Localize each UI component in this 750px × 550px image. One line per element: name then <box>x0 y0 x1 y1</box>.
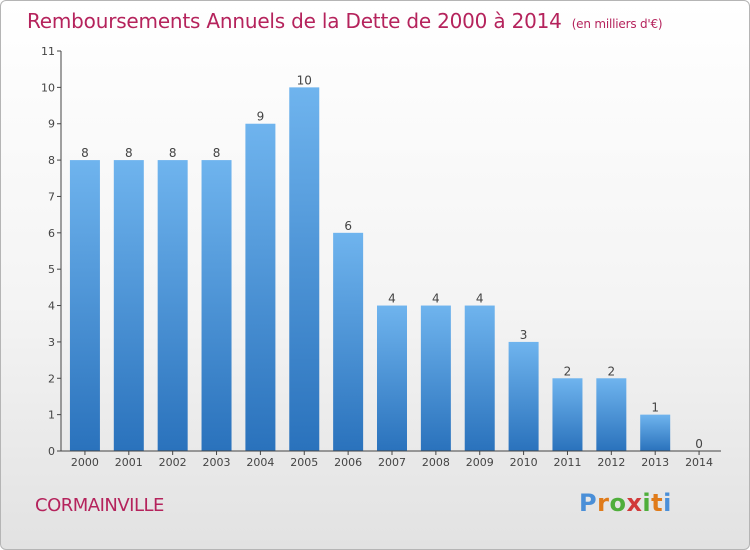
data-label-2007: 4 <box>388 292 396 306</box>
data-label-2000: 8 <box>81 146 89 160</box>
x-tick-label-2001: 2001 <box>115 456 143 469</box>
x-tick-label-2012: 2012 <box>597 456 625 469</box>
data-label-2014: 0 <box>695 437 703 451</box>
y-tick-label: 6 <box>48 227 55 240</box>
data-label-2006: 6 <box>344 219 352 233</box>
data-label-2012: 2 <box>608 364 616 378</box>
x-tick-label-2008: 2008 <box>422 456 450 469</box>
bar-2007 <box>377 305 407 451</box>
chart-title: Remboursements Annuels de la Dette de 20… <box>27 9 663 33</box>
data-label-2009: 4 <box>476 292 484 306</box>
x-tick-label-2010: 2010 <box>510 456 538 469</box>
logo-letter: x <box>626 489 643 517</box>
y-tick-label: 4 <box>48 300 55 313</box>
data-label-2001: 8 <box>125 146 133 160</box>
x-tick-label-2003: 2003 <box>203 456 231 469</box>
bar-2011 <box>552 378 583 451</box>
logo-letter: r <box>597 489 610 517</box>
bar-2013 <box>640 414 671 451</box>
bar-2012 <box>596 378 627 451</box>
y-tick-label: 10 <box>41 81 55 94</box>
x-tick-label-2009: 2009 <box>466 456 494 469</box>
data-label-2010: 3 <box>520 328 528 342</box>
data-label-2003: 8 <box>213 146 221 160</box>
logo-letter: o <box>609 489 627 517</box>
x-tick-label-2013: 2013 <box>641 456 669 469</box>
bar-2006 <box>333 232 364 451</box>
chart-title-text: Remboursements Annuels de la Dette de 20… <box>27 9 562 33</box>
bar-2004 <box>245 123 276 452</box>
y-tick-label: 9 <box>48 118 55 131</box>
bar-2001 <box>113 160 144 451</box>
logo-letter: t <box>651 489 664 517</box>
bar-2010 <box>508 341 539 451</box>
y-tick-label: 0 <box>48 445 55 458</box>
data-label-2005: 10 <box>297 73 312 87</box>
x-tick-label-2005: 2005 <box>290 456 318 469</box>
x-tick-label-2004: 2004 <box>246 456 274 469</box>
logo-letter: P <box>579 489 598 517</box>
x-tick-label-2014: 2014 <box>685 456 713 469</box>
x-tick-label-2006: 2006 <box>334 456 362 469</box>
y-tick-label: 2 <box>48 372 55 385</box>
data-label-2008: 4 <box>432 292 440 306</box>
proxiti-logo: Proxiti <box>579 489 672 517</box>
y-tick-label: 7 <box>48 190 55 203</box>
data-label-2002: 8 <box>169 146 177 160</box>
logo-letter: i <box>663 489 672 517</box>
y-tick-label: 5 <box>48 263 55 276</box>
data-label-2013: 1 <box>651 401 659 415</box>
x-tick-label-2011: 2011 <box>553 456 581 469</box>
y-tick-label: 8 <box>48 154 55 167</box>
logo-letter: i <box>642 489 652 517</box>
data-label-2004: 9 <box>257 110 265 124</box>
x-tick-label-2000: 2000 <box>71 456 99 469</box>
y-tick-label: 1 <box>48 409 55 422</box>
y-tick-label: 3 <box>48 336 55 349</box>
bar-2000 <box>69 160 100 451</box>
bar-2002 <box>157 160 188 451</box>
bar-2003 <box>201 160 232 451</box>
data-label-2011: 2 <box>564 364 572 378</box>
y-tick-label: 11 <box>41 45 55 58</box>
chart-unit-label: (en milliers d'€) <box>571 17 663 31</box>
x-tick-label-2007: 2007 <box>378 456 406 469</box>
bar-2008 <box>420 305 451 451</box>
bar-2009 <box>464 305 495 451</box>
x-tick-label-2002: 2002 <box>159 456 187 469</box>
bar-2005 <box>289 87 320 451</box>
city-name: CORMAINVILLE <box>35 495 164 516</box>
y-axis: 0 1 2 3 4 5 6 7 8 9 10 11 <box>41 45 62 458</box>
x-axis: 2000 2001 2002 2003 2004 2005 2006 2007 2008 2009… <box>61 450 721 469</box>
